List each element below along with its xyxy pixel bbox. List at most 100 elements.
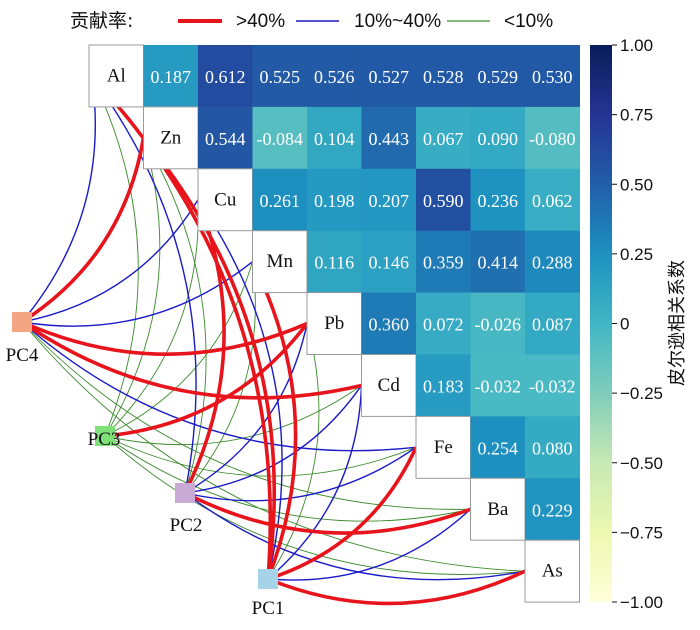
diagonal-cell-Ba: [470, 477, 526, 541]
heatmap-cell: [416, 45, 471, 108]
link-PC3-Zn: [104, 137, 161, 437]
link-PC2-Fe: [184, 446, 417, 502]
link-PC4-Pb: [21, 320, 308, 356]
diagonal-cell-Pb: [306, 292, 362, 356]
link-PC4-Al: [21, 76, 97, 323]
link-PC1-Ba: [267, 508, 471, 581]
heatmap-cell: [416, 230, 471, 294]
cell-value-label: 0.590: [423, 191, 464, 211]
heatmap-cell: [307, 168, 362, 232]
cell-value-label: 0.236: [478, 191, 519, 211]
variable-label-Cu: Cu: [214, 189, 237, 210]
cell-value-label: 0.530: [532, 67, 573, 87]
heatmap-cell: [470, 106, 526, 170]
cell-value-label: 0.414: [478, 253, 519, 273]
heatmap-cell: [525, 45, 580, 108]
cell-value-label: 0.288: [532, 253, 573, 273]
cell-value-label: 0.360: [369, 315, 410, 335]
cell-value-label: 0.183: [423, 376, 464, 396]
heatmap-cell: [307, 106, 362, 170]
heatmap-cell: [361, 230, 417, 294]
heatmap-cell: [143, 45, 199, 108]
heatmap-cell: [416, 168, 471, 232]
variable-label-Pb: Pb: [324, 313, 344, 334]
link-PC4-Fe: [21, 321, 417, 452]
cell-value-label: 0.443: [369, 129, 410, 149]
variable-label-Cd: Cd: [378, 375, 401, 396]
heatmap-cell: [416, 292, 471, 355]
cell-value-label: 0.525: [260, 67, 301, 87]
heatmap-cell: [470, 168, 526, 232]
legend-title: 贡献率:: [70, 10, 133, 32]
component-label-PC2: PC2: [170, 515, 203, 536]
component-node-PC1: [258, 569, 278, 589]
cell-value-label: 0.104: [314, 129, 355, 149]
heatmap-cell: [416, 106, 471, 170]
link-PC2-As: [184, 492, 526, 581]
heatmap-cell: [416, 354, 471, 417]
link-PC1-Mn: [250, 260, 298, 580]
legend-label-0: >40%: [236, 11, 285, 32]
colorbar-tick-label: −0.25: [620, 384, 663, 403]
cell-value-label: 0.544: [205, 129, 246, 149]
variable-label-Mn: Mn: [267, 251, 294, 272]
colorbar-tick-label: 0.50: [620, 175, 653, 194]
heatmap-cell: [252, 45, 308, 108]
heatmap-cell: [307, 230, 362, 294]
cell-value-label: 0.072: [423, 315, 464, 335]
cell-value-label: -0.026: [475, 315, 522, 335]
link-PC3-Cu: [104, 199, 199, 437]
cell-value-label: 0.198: [314, 191, 355, 211]
variable-label-Fe: Fe: [434, 437, 453, 458]
cell-value-label: 0.087: [532, 315, 573, 335]
diagonal-cell-As: [524, 539, 580, 603]
heatmap-cell: [252, 168, 308, 232]
cell-value-label: 0.062: [532, 191, 573, 211]
heatmap: Al 0.187 0.612 0.525 0.526 0.527 0.528 0.529 0.5…: [88, 44, 580, 603]
heatmap-cell: [525, 106, 580, 170]
cell-value-label: 0.528: [423, 67, 464, 87]
colorbar-tick-label: 0: [620, 315, 629, 334]
link-PC3-Mn: [104, 261, 253, 437]
diagonal-cell-Mn: [252, 230, 308, 294]
legend-label-2: <10%: [504, 11, 553, 32]
link-PC1-Pb: [267, 323, 320, 580]
link-PC1-Fe: [267, 446, 418, 581]
link-PC4-Zn: [21, 137, 146, 324]
component-nodes: PC4 PC3 PC2 PC1: [6, 312, 284, 619]
component-label-PC3: PC3: [88, 429, 121, 450]
variable-label-As: As: [542, 561, 563, 582]
link-PC2-Al: [91, 76, 197, 494]
link-PC4-Cu: [21, 199, 199, 323]
colorbar-title: 皮尔逊相关系数: [667, 260, 688, 386]
heatmap-cell: [525, 230, 580, 294]
heatmap-cell: [525, 168, 580, 232]
heatmap-cell: [470, 230, 526, 294]
diagonal-cell-Zn: [143, 106, 199, 170]
legend: 贡献率: >40% 10%~40% <10%: [70, 10, 553, 32]
links-layer: [20, 75, 526, 606]
colorbar-tick-label: 1.00: [620, 36, 653, 55]
cell-value-label: 0.116: [314, 253, 354, 273]
variable-label-Al: Al: [107, 65, 126, 86]
cell-value-label: 0.261: [260, 191, 301, 211]
heatmap-cell: [361, 106, 417, 170]
heatmap-cell: [470, 416, 526, 479]
cell-value-label: 0.359: [423, 253, 464, 273]
link-PC2-Zn: [143, 137, 207, 494]
heatmap-cell: [307, 45, 362, 108]
cell-value-label: 0.080: [532, 438, 573, 458]
link-PC3-Fe: [104, 435, 417, 477]
link-PC3-Al: [91, 76, 139, 437]
colorbar-tick-label: 0.25: [620, 245, 653, 264]
component-node-PC4: [12, 312, 32, 332]
cell-value-label: 0.067: [423, 129, 464, 149]
component-node-PC2: [175, 483, 195, 503]
cell-value-label: -0.032: [475, 376, 522, 396]
cell-value-label: 0.526: [314, 67, 355, 87]
heatmap-cell: [470, 45, 526, 108]
heatmap-cell: [198, 45, 253, 108]
heatmap-cell: [525, 292, 580, 355]
colorbar-tick-label: −0.50: [620, 454, 663, 473]
